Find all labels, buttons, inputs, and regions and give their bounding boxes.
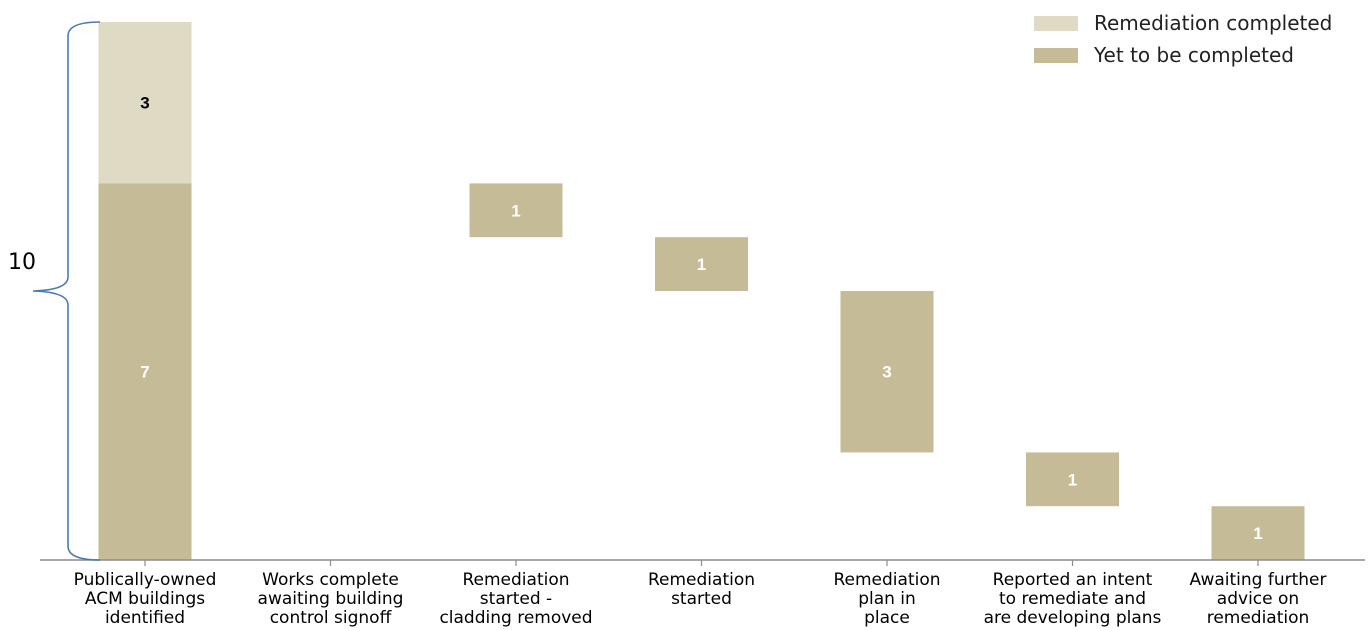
bar-completed-0 <box>98 22 192 184</box>
legend-label-0: Remediation completed <box>1094 11 1332 35</box>
legend-swatch-1 <box>1034 48 1078 63</box>
bar-value-label: 1 <box>697 255 706 274</box>
bar-value-label: 1 <box>1253 524 1262 543</box>
bar-value-label: 7 <box>140 363 149 382</box>
category-label: Publically-owned ACM buildings identified <box>74 570 217 628</box>
category-label: Awaiting further advice on remediation <box>1190 570 1327 628</box>
category-label: Reported an intent to remediate and are de… <box>984 570 1162 628</box>
bar-value-label: 1 <box>511 201 520 220</box>
x-ticks-layer <box>144 560 1259 566</box>
bar-pending-0 <box>98 183 192 560</box>
bar-value-label: 3 <box>882 363 891 382</box>
bar-pending-6 <box>1211 506 1305 560</box>
category-label: Remediation started <box>648 570 755 609</box>
legend-label-1: Yet to be completed <box>1093 43 1294 67</box>
bar-value-label: 1 <box>1068 470 1077 489</box>
legend-swatch-0 <box>1034 16 1078 31</box>
category-labels-layer: Publically-owned ACM buildings identified W… <box>74 570 1327 628</box>
category-label: Works complete awaiting building control s… <box>258 570 404 628</box>
legend: Remediation completed Yet to be completed <box>1034 11 1332 67</box>
bar-pending-2 <box>469 183 563 238</box>
bar-value-label: 3 <box>140 94 149 113</box>
brace-path <box>32 21 101 561</box>
category-label: Remediation started -cladding removed <box>439 570 592 628</box>
total-brace: 10 <box>8 21 101 561</box>
bar-pending-4 <box>840 291 934 453</box>
bar-pending-3 <box>655 237 748 291</box>
category-label: Remediation plan in place <box>833 570 940 628</box>
bar-pending-5 <box>1026 452 1119 507</box>
brace-total-label: 10 <box>8 250 36 275</box>
